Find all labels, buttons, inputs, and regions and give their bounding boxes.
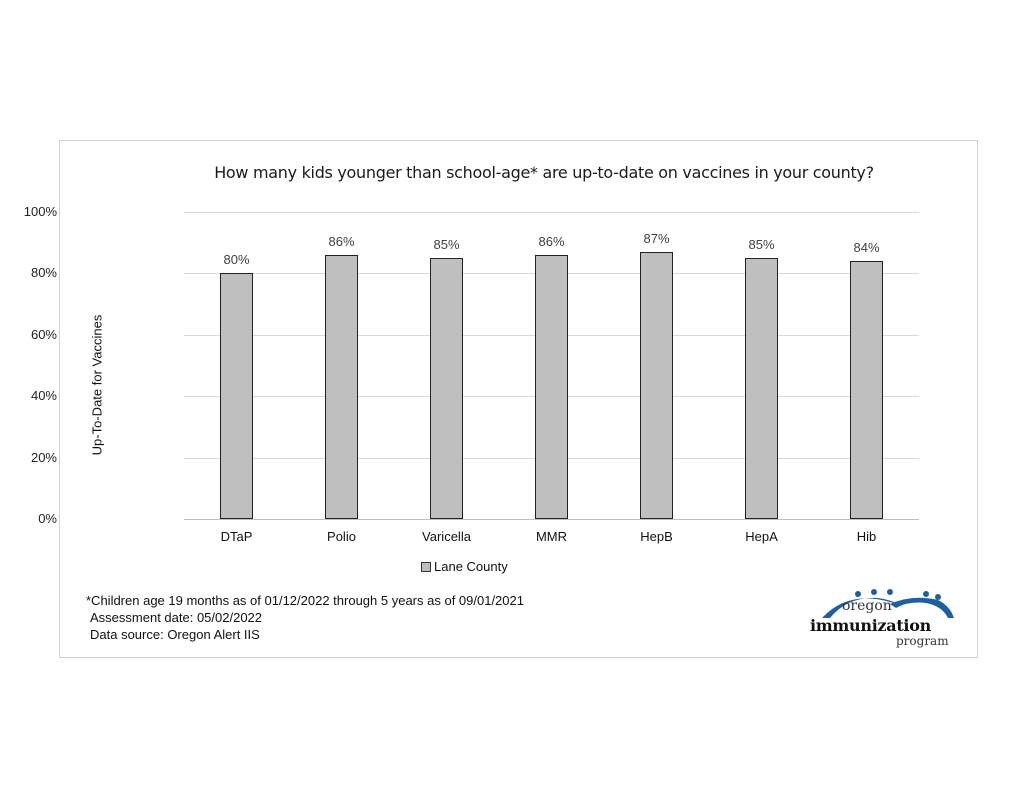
x-tick-label: Varicella xyxy=(422,529,471,544)
oregon-immunization-logo: oregon immunization program xyxy=(808,588,964,652)
footnote-age-range: *Children age 19 months as of 01/12/2022… xyxy=(86,593,524,608)
x-tick-label: MMR xyxy=(535,529,568,544)
data-label: 87% xyxy=(643,230,670,246)
x-tick-label: HepA xyxy=(745,529,778,544)
data-label: 80% xyxy=(223,252,250,268)
x-tick-label: HepB xyxy=(640,529,673,544)
footnotes: *Children age 19 months as of 01/12/2022… xyxy=(86,592,524,643)
chart-frame xyxy=(59,140,978,658)
data-label: 84% xyxy=(853,240,880,256)
bar-hepb xyxy=(640,251,673,519)
legend: Lane County xyxy=(421,559,508,574)
x-tick-label: Hib xyxy=(856,529,877,544)
gridline xyxy=(184,212,919,213)
y-tick-label: 0% xyxy=(38,511,57,526)
data-label: 86% xyxy=(538,233,565,249)
plot-area: 0% 20% 40% 60% 80% 100% 80% 86% 85% 86% 87% 85% 84% xyxy=(24,204,919,526)
footnote-data-source: Data source: Oregon Alert IIS xyxy=(90,627,260,642)
x-tick-label: DTaP xyxy=(220,529,253,544)
y-tick-label: 20% xyxy=(30,449,57,465)
bar-varicella xyxy=(430,258,463,519)
logo-arc-icon xyxy=(822,589,954,618)
data-label: 86% xyxy=(328,233,355,249)
y-tick-label: 60% xyxy=(30,326,57,342)
data-label: 85% xyxy=(748,237,775,253)
chart-title: How many kids younger than school-age* a… xyxy=(214,163,874,182)
bar-mmr xyxy=(535,254,568,519)
footnote-assessment-date: Assessment date: 05/02/2022 xyxy=(90,610,263,625)
gridline xyxy=(184,519,919,520)
logo-text-oregon: oregon xyxy=(842,598,892,614)
bar-polio xyxy=(325,254,358,519)
bar-dtap xyxy=(220,273,253,519)
logo-text-program: program xyxy=(896,634,949,648)
bar-hepa xyxy=(745,258,778,519)
y-tick-label: 40% xyxy=(30,388,57,404)
legend-label: Lane County xyxy=(434,559,508,574)
y-tick-label: 100% xyxy=(23,204,57,219)
x-tick-label: Polio xyxy=(327,529,356,544)
logo-text-immunization: immunization xyxy=(810,616,931,635)
y-axis-label: Up-To-Date for Vaccines xyxy=(89,314,105,456)
legend-swatch xyxy=(421,561,431,572)
y-tick-label: 80% xyxy=(30,265,57,281)
data-label: 85% xyxy=(433,237,460,253)
bar-hib xyxy=(850,261,883,519)
